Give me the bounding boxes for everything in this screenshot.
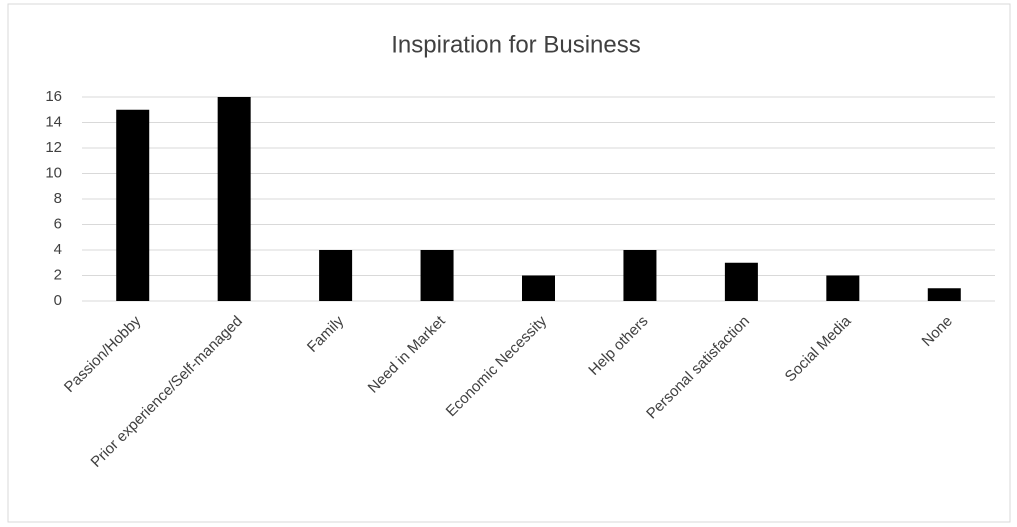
y-tick-label: 12	[45, 139, 62, 156]
bar	[927, 288, 961, 301]
bar	[420, 250, 454, 301]
bar	[217, 97, 251, 301]
bar	[319, 250, 353, 301]
y-tick-label: 2	[54, 266, 62, 283]
y-tick-label: 4	[54, 241, 62, 258]
y-tick-label: 10	[45, 164, 62, 181]
bar	[623, 250, 657, 301]
y-tick-label: 6	[54, 215, 62, 232]
y-tick-label: 0	[54, 292, 62, 309]
bar	[826, 275, 860, 301]
y-tick-label: 14	[45, 113, 62, 130]
y-tick-label: 8	[54, 190, 62, 207]
y-tick-label: 16	[45, 88, 62, 105]
chart-border	[7, 3, 1011, 523]
bar	[522, 275, 555, 301]
chart-title: Inspiration for Business	[391, 31, 640, 58]
bar	[116, 109, 150, 301]
bar	[724, 262, 758, 301]
